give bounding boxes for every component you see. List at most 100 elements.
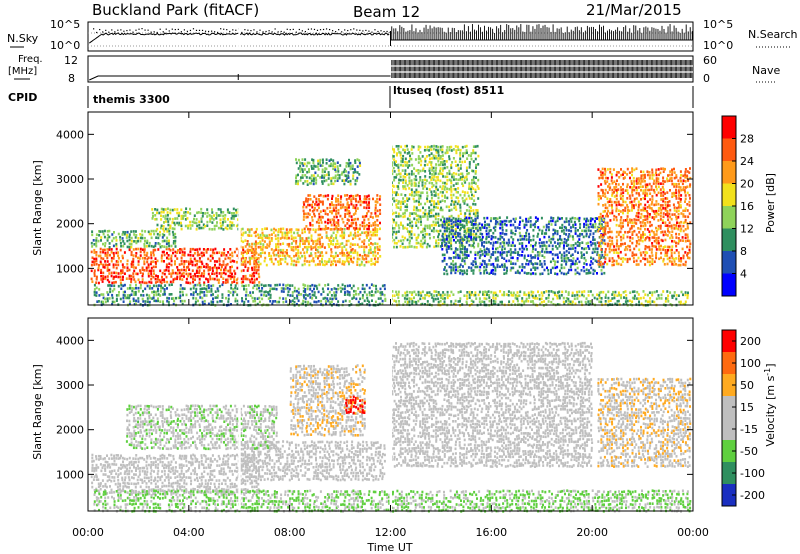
- echo-cell: [356, 165, 359, 168]
- echo-cell: [330, 182, 333, 185]
- echo-cell: [626, 192, 629, 195]
- echo-cell: [532, 256, 535, 259]
- echo-cell: [635, 177, 638, 181]
- echo-cell: [141, 248, 144, 251]
- echo-cell: [313, 177, 315, 180]
- echo-cell: [618, 230, 621, 234]
- echo-cell: [93, 290, 96, 294]
- echo-cell: [552, 233, 555, 236]
- echo-cell: [503, 263, 506, 266]
- echo-cell: [286, 243, 289, 246]
- echo-cell: [255, 263, 258, 266]
- cpid-row: CPID themis 3300 ltuseq (fost) 8511: [8, 84, 694, 108]
- echo-cell: [591, 251, 594, 254]
- echo-cell: [505, 266, 508, 270]
- echo-cell: [301, 158, 304, 161]
- echo-cell: [374, 212, 377, 215]
- echo-cell: [474, 145, 477, 148]
- echo-cell: [492, 250, 495, 254]
- echo-cell: [455, 208, 458, 211]
- echo-cell: [332, 182, 335, 186]
- nsearch-dot: [274, 28, 276, 30]
- echo-cell: [400, 223, 403, 226]
- echo-cell: [259, 233, 262, 237]
- echo-cell: [400, 145, 403, 149]
- echo-cell: [334, 251, 337, 255]
- echo-cell: [602, 229, 605, 233]
- echo-cell: [277, 237, 279, 240]
- echo-cell: [431, 182, 434, 185]
- echo-cell: [395, 185, 398, 188]
- echo-cell: [490, 263, 493, 266]
- echo-cell: [536, 266, 539, 270]
- echo-cell: [117, 284, 120, 288]
- echo-cell: [168, 232, 171, 236]
- echo-cell: [230, 217, 233, 220]
- echo-cell: [445, 248, 448, 251]
- echo-cell: [368, 291, 371, 294]
- echo-cell: [196, 224, 199, 228]
- echo-cell: [198, 271, 201, 275]
- echo-cell: [450, 185, 453, 188]
- echo-cell: [617, 262, 620, 266]
- echo-cell: [343, 182, 346, 186]
- echo-cell: [468, 185, 471, 188]
- echo-cell: [347, 180, 350, 183]
- echo-cell: [444, 175, 447, 179]
- echo-cell: [642, 218, 645, 222]
- nsearch-dot: [214, 31, 216, 33]
- echo-cell: [163, 221, 165, 224]
- echo-cell: [571, 253, 574, 256]
- echo-cell: [633, 260, 635, 263]
- echo-cell: [442, 236, 445, 239]
- nsearch-dot: [250, 30, 252, 32]
- echo-cell: [213, 277, 216, 281]
- echo-cell: [408, 151, 411, 154]
- echo-cell: [467, 154, 470, 157]
- echo-cell: [630, 179, 633, 183]
- echo-cell: [212, 284, 215, 287]
- echo-cell: [299, 234, 302, 237]
- echo-cell: [400, 163, 402, 167]
- echo-cell: [499, 242, 502, 245]
- nsearch-dot: [301, 30, 303, 32]
- echo-cell: [345, 257, 348, 260]
- echo-cell: [448, 256, 451, 260]
- nsearch-dot: [229, 30, 231, 33]
- echo-cell: [295, 179, 298, 183]
- echo-cell: [183, 268, 186, 272]
- echo-cell: [431, 173, 434, 176]
- echo-cell: [494, 222, 497, 226]
- echo-cell: [342, 300, 345, 303]
- echo-cell: [510, 251, 513, 254]
- echo-cell: [358, 237, 361, 241]
- echo-cell: [304, 290, 307, 294]
- echo-cell: [424, 229, 427, 233]
- echo-cell: [264, 256, 267, 260]
- echo-cell: [306, 239, 308, 243]
- echo-cell: [318, 221, 320, 225]
- nsearch-dot: [186, 30, 189, 32]
- echo-cell: [576, 262, 578, 265]
- echo-cell: [505, 232, 508, 236]
- echo-cell: [200, 260, 203, 264]
- echo-cell: [255, 287, 258, 291]
- echo-cell: [467, 229, 470, 232]
- echo-cell: [219, 221, 222, 225]
- echo-cell: [620, 192, 623, 195]
- echo-cell: [365, 293, 368, 297]
- echo-cell: [122, 300, 125, 303]
- echo-cell: [246, 228, 249, 231]
- echo-cell: [209, 220, 212, 223]
- echo-cell: [154, 257, 157, 260]
- echo-cell: [227, 290, 230, 293]
- echo-cell: [260, 283, 263, 287]
- echo-cell: [328, 159, 331, 162]
- echo-cell: [563, 220, 566, 224]
- echo-cell: [458, 241, 461, 244]
- echo-cell: [537, 232, 540, 236]
- echo-cell: [308, 293, 311, 296]
- echo-cell: [459, 238, 462, 242]
- echo-cell: [441, 163, 444, 167]
- echo-cell: [347, 164, 350, 168]
